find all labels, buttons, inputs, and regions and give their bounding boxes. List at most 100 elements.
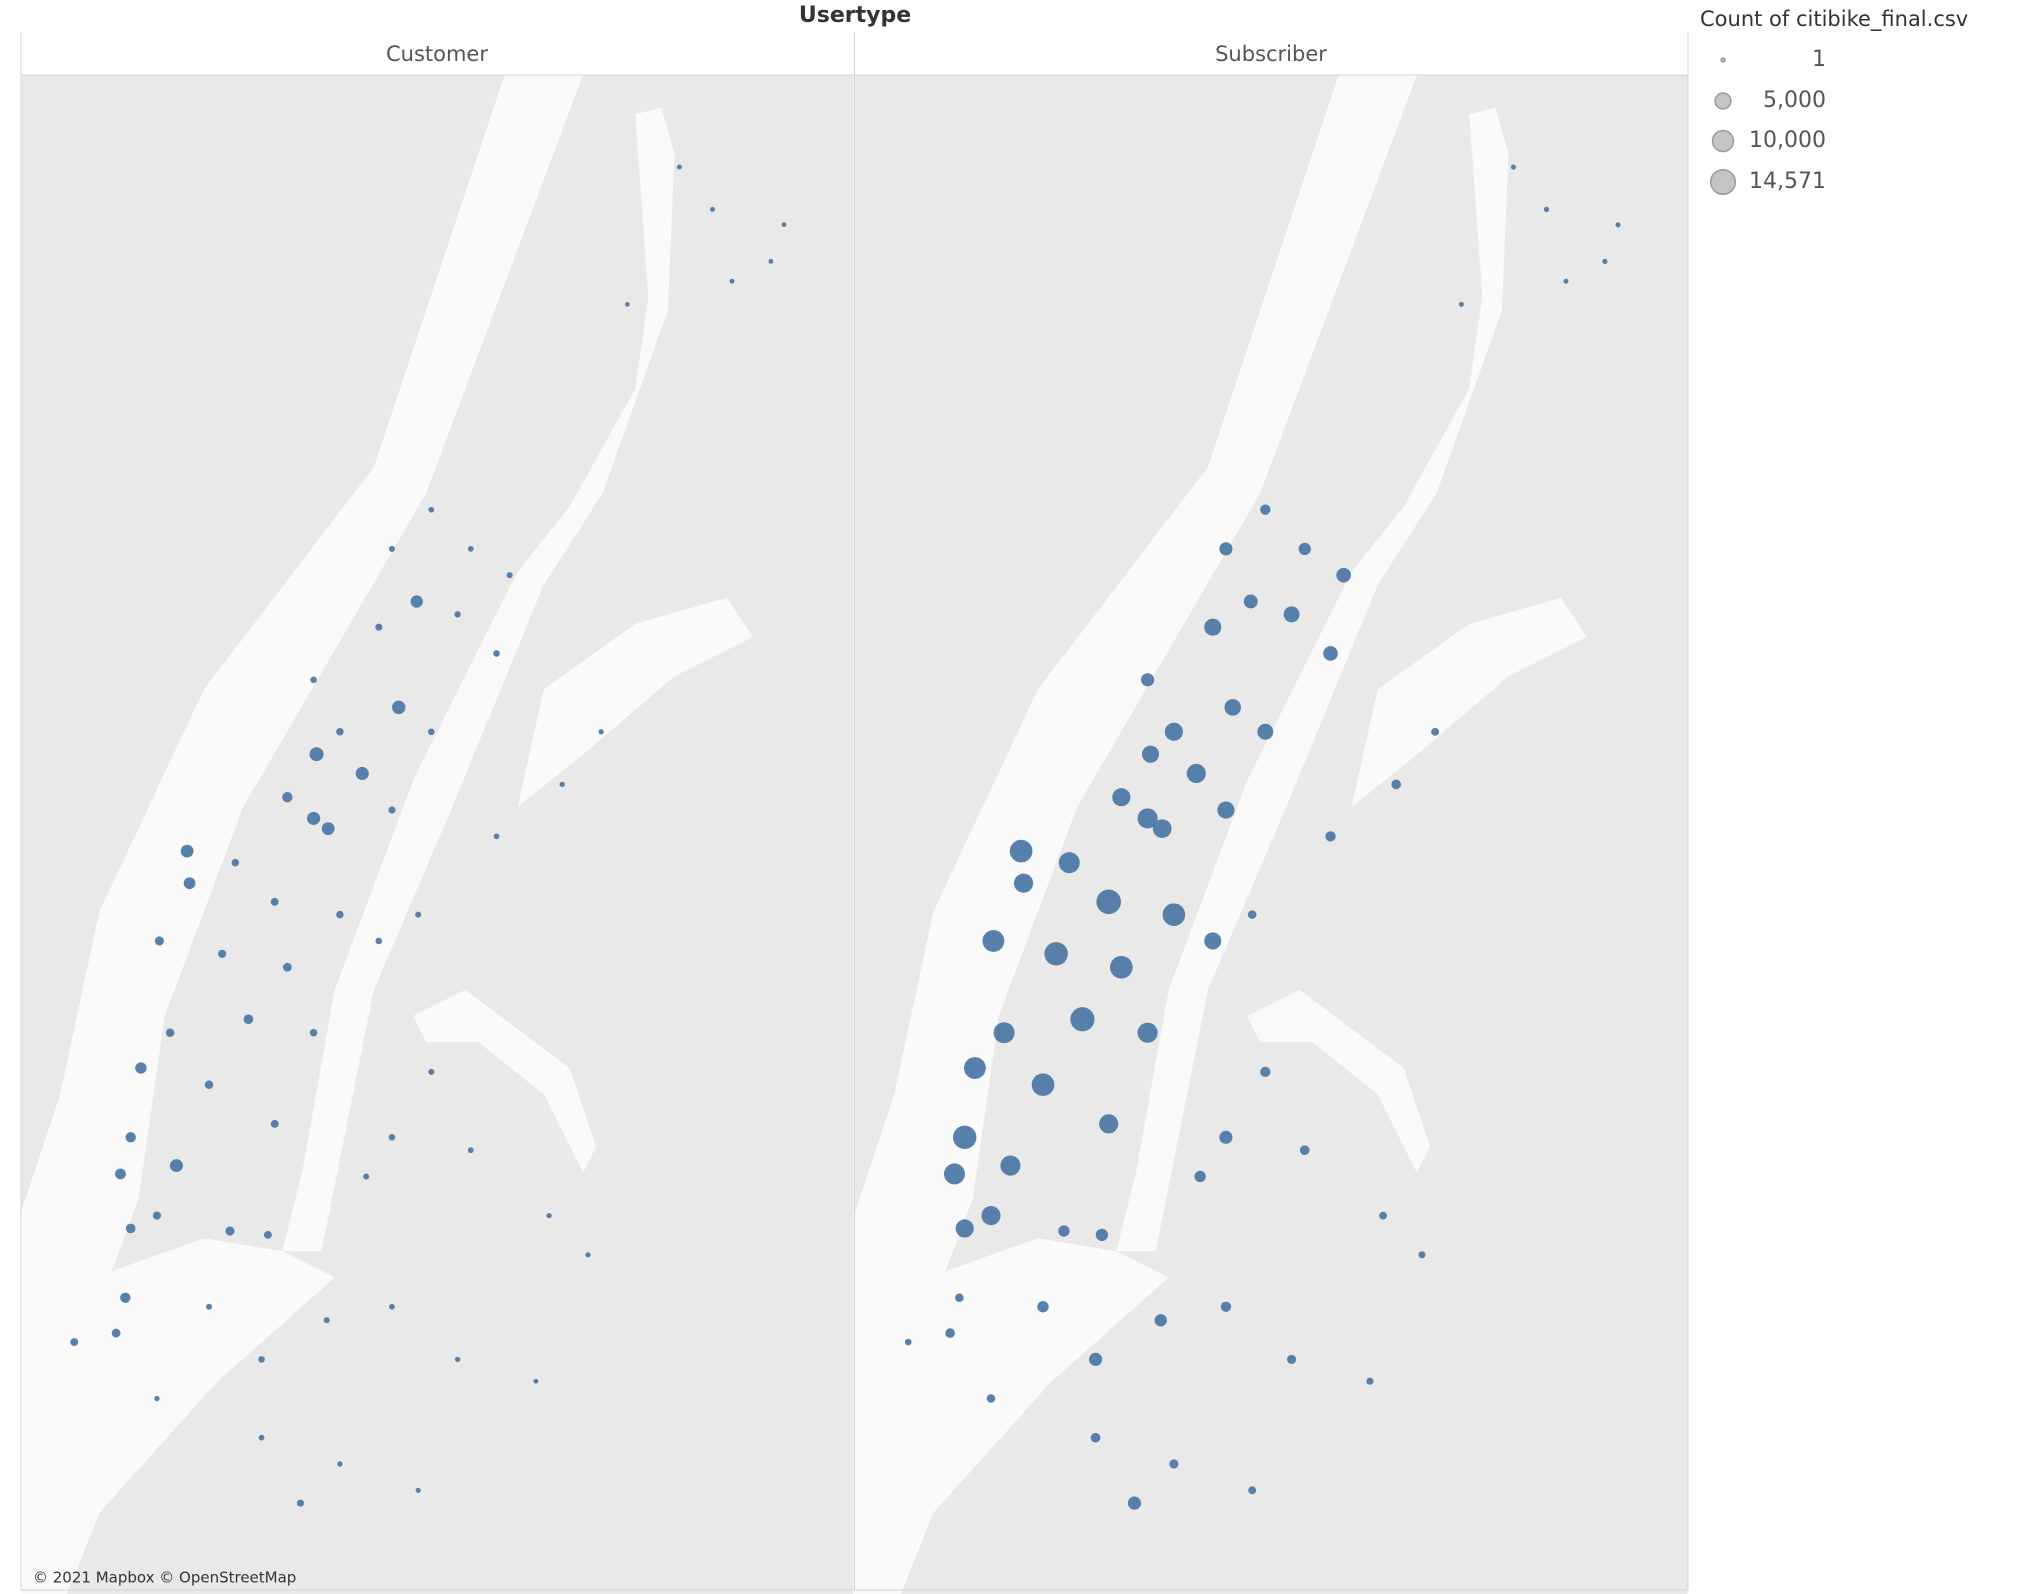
station-bubble: [1418, 1251, 1426, 1259]
station-bubble: [945, 1328, 955, 1338]
station-bubble: [943, 1163, 965, 1185]
station-bubble: [1096, 889, 1121, 915]
station-bubble: [1037, 1301, 1049, 1313]
station-bubble: [231, 858, 240, 867]
station-bubble: [296, 1499, 305, 1507]
station-bubble: [375, 937, 383, 945]
station-bubble: [1510, 164, 1517, 170]
station-bubble: [467, 545, 474, 552]
station-bubble: [768, 258, 774, 264]
station-bubble: [598, 729, 604, 735]
station-bubble: [1152, 819, 1172, 838]
station-bubble: [135, 1062, 147, 1074]
station-bubble: [454, 1356, 461, 1363]
station-bubble: [428, 728, 435, 736]
station-bubble: [154, 1395, 160, 1402]
station-bubble: [952, 1125, 977, 1150]
station-bubble: [1248, 1486, 1257, 1495]
station-bubble: [1283, 606, 1300, 623]
station-bubble: [1220, 1301, 1232, 1312]
station-bubble: [1095, 1228, 1109, 1242]
station-bubble: [183, 877, 196, 890]
legend-label: 14,571: [1749, 169, 1826, 194]
station-bubble: [1110, 955, 1133, 979]
station-bubble: [282, 962, 292, 972]
station-bubble: [1247, 910, 1257, 919]
legend-label: 10,000: [1749, 128, 1826, 153]
station-bubble: [392, 700, 406, 715]
station-bubble: [120, 1292, 131, 1303]
station-bubble: [1031, 1073, 1055, 1097]
station-bubble: [165, 1028, 175, 1037]
station-bubble: [1323, 646, 1338, 661]
station-bubble: [363, 1173, 370, 1180]
station-bubble: [205, 1303, 213, 1310]
station-bubble: [310, 676, 317, 684]
station-bubble: [493, 833, 500, 840]
station-bubble: [1058, 852, 1080, 874]
chart-title: Usertype: [799, 3, 911, 28]
station-bubble: [225, 1226, 235, 1236]
station-bubble: [1169, 1459, 1179, 1469]
station-bubble: [710, 206, 715, 212]
station-bubble: [337, 1461, 343, 1467]
legend-title: Count of citibike_final.csv: [1700, 7, 1968, 32]
station-bubble: [115, 1168, 126, 1180]
station-bubble: [963, 1057, 986, 1079]
station-bubble: [1154, 1314, 1167, 1327]
station-bubble: [1563, 278, 1569, 284]
station-bubble: [904, 1338, 912, 1346]
station-bubble: [282, 792, 293, 803]
legend-bubble: [1714, 92, 1732, 110]
station-bubble: [415, 1487, 421, 1493]
station-bubble: [415, 911, 422, 918]
station-bubble: [1204, 932, 1222, 950]
station-bubble: [1287, 1354, 1297, 1364]
map-panel: [855, 75, 1688, 1594]
station-bubble: [125, 1132, 136, 1143]
station-bubble: [1260, 1066, 1271, 1078]
station-bubble: [1070, 1007, 1095, 1032]
station-bubble: [270, 1119, 279, 1128]
station-bubble: [1298, 542, 1311, 556]
station-bubble: [410, 595, 423, 608]
attribution: © 2021 Mapbox © OpenStreetMap: [33, 1569, 296, 1587]
legend-label: 1: [1812, 47, 1826, 72]
station-bubble: [323, 1317, 330, 1324]
station-bubble: [428, 506, 435, 513]
station-bubble: [1219, 1130, 1233, 1144]
station-bubble: [1009, 839, 1033, 863]
station-bubble: [204, 1080, 214, 1089]
station-bubble: [467, 1147, 474, 1154]
station-bubble: [546, 1212, 552, 1219]
station-bubble: [152, 1211, 162, 1220]
station-bubble: [1543, 206, 1550, 213]
station-bubble: [355, 766, 369, 781]
station-bubble: [1336, 567, 1351, 583]
station-bubble: [1088, 1352, 1103, 1366]
station-bubble: [955, 1219, 974, 1238]
station-bubble: [1044, 942, 1068, 966]
station-bubble: [154, 936, 164, 946]
station-bubble: [70, 1338, 79, 1346]
station-bubble: [388, 545, 395, 552]
panel-header: Subscriber: [1215, 42, 1327, 66]
station-bubble: [428, 1068, 435, 1075]
station-bubble: [729, 278, 735, 284]
legend-bubble: [1709, 168, 1737, 196]
station-bubble: [258, 1434, 265, 1441]
station-bubble: [1194, 1170, 1206, 1183]
station-bubble: [258, 1356, 265, 1363]
station-bubble: [1162, 903, 1186, 926]
station-bubble: [1217, 801, 1235, 819]
panel-header: Customer: [386, 42, 488, 66]
station-bubble: [625, 302, 630, 307]
station-bubble: [1615, 222, 1621, 228]
station-bubble: [1260, 504, 1271, 515]
station-bubble: [1602, 258, 1608, 264]
map-panel: [21, 75, 854, 1594]
station-bubble: [1219, 542, 1233, 556]
station-bubble: [533, 1378, 539, 1384]
station-bubble: [388, 1134, 396, 1141]
